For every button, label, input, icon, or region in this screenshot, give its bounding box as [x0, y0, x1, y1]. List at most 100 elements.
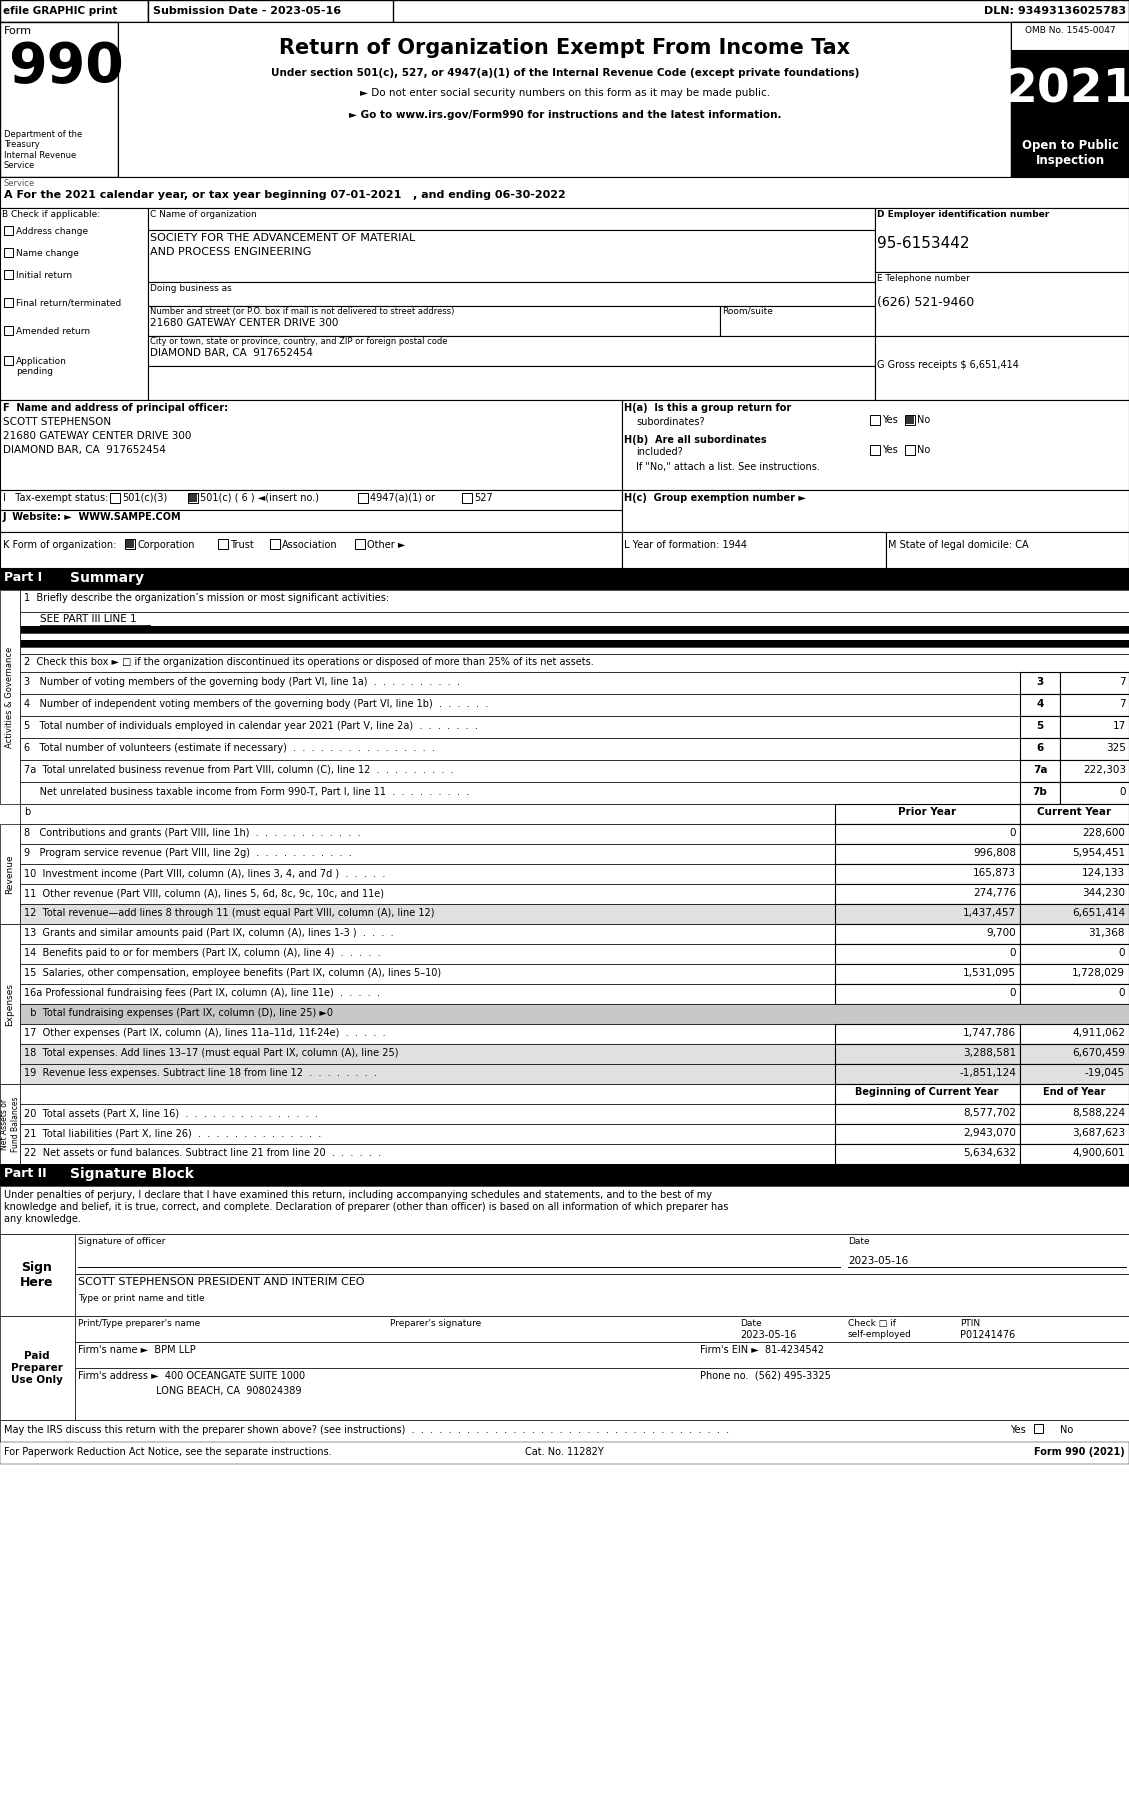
Bar: [20, 963, 1129, 983]
Text: G Gross receipts $ 6,651,414: G Gross receipts $ 6,651,414: [877, 359, 1018, 370]
Text: 1,437,457: 1,437,457: [963, 909, 1016, 918]
Text: any knowledge.: any knowledge.: [5, 1214, 81, 1224]
Text: 996,808: 996,808: [973, 847, 1016, 858]
Text: 13  Grants and similar amounts paid (Part IX, column (A), lines 1-3 )  .  .  .  : 13 Grants and similar amounts paid (Part…: [24, 929, 394, 938]
Text: Amended return: Amended return: [16, 327, 90, 336]
Text: Type or print name and title: Type or print name and title: [78, 1293, 204, 1302]
Text: 3: 3: [1036, 677, 1043, 688]
Bar: [20, 648, 1129, 655]
Text: City or town, state or province, country, and ZIP or foreign postal code: City or town, state or province, country…: [150, 337, 447, 346]
Bar: [1019, 844, 1129, 863]
Text: Paid
Preparer
Use Only: Paid Preparer Use Only: [11, 1351, 63, 1384]
Text: Form: Form: [5, 25, 32, 36]
Bar: [835, 1065, 1019, 1085]
Bar: [1019, 1045, 1129, 1065]
Text: Department of the
Treasury
Internal Revenue
Service: Department of the Treasury Internal Reve…: [5, 131, 82, 171]
Text: included?: included?: [636, 446, 683, 457]
Bar: [1019, 1125, 1129, 1145]
Bar: [0, 923, 20, 1085]
Bar: [835, 844, 1019, 863]
Bar: [20, 863, 1129, 883]
Text: 21  Total liabilities (Part X, line 26)  .  .  .  .  .  .  .  .  .  .  .  .  .  : 21 Total liabilities (Part X, line 26) .…: [24, 1128, 322, 1137]
Bar: [75, 1234, 1129, 1273]
Text: Sign
Here: Sign Here: [20, 1261, 54, 1290]
Text: 3,687,623: 3,687,623: [1071, 1128, 1124, 1137]
Text: 0: 0: [1009, 949, 1016, 958]
Text: 5,954,451: 5,954,451: [1071, 847, 1124, 858]
Text: Room/suite: Room/suite: [723, 307, 773, 316]
Bar: [835, 1023, 1019, 1045]
Bar: [0, 1420, 1129, 1442]
Bar: [148, 366, 875, 401]
Bar: [835, 863, 1019, 883]
Bar: [20, 717, 1129, 738]
Bar: [125, 539, 135, 550]
Text: Date: Date: [739, 1319, 762, 1328]
Bar: [1060, 717, 1129, 738]
Bar: [20, 1125, 1129, 1145]
Text: 0: 0: [1120, 787, 1126, 796]
Bar: [1019, 1065, 1129, 1085]
Bar: [1019, 863, 1129, 883]
Text: 20  Total assets (Part X, line 16)  .  .  .  .  .  .  .  .  .  .  .  .  .  .  .: 20 Total assets (Part X, line 16) . . . …: [24, 1108, 318, 1117]
Text: Phone no.  (562) 495-3325: Phone no. (562) 495-3325: [700, 1371, 831, 1380]
Bar: [905, 444, 914, 455]
Text: 501(c) ( 6 ) ◄(insert no.): 501(c) ( 6 ) ◄(insert no.): [200, 493, 320, 502]
Text: May the IRS discuss this return with the preparer shown above? (see instructions: May the IRS discuss this return with the…: [5, 1426, 729, 1435]
Text: 124,133: 124,133: [1082, 869, 1124, 878]
Text: Name change: Name change: [16, 249, 79, 258]
Bar: [110, 493, 120, 502]
Text: Under penalties of perjury, I declare that I have examined this return, includin: Under penalties of perjury, I declare th…: [5, 1190, 712, 1201]
Text: 0: 0: [1009, 827, 1016, 838]
Bar: [1010, 22, 1129, 178]
Bar: [20, 983, 1129, 1003]
Text: 222,303: 222,303: [1083, 766, 1126, 775]
Text: Firm's EIN ►  81-4234542: Firm's EIN ► 81-4234542: [700, 1344, 824, 1355]
Bar: [835, 963, 1019, 983]
Bar: [0, 0, 148, 22]
Text: Association: Association: [282, 541, 338, 550]
Text: Yes: Yes: [1010, 1426, 1026, 1435]
Text: 17: 17: [1113, 720, 1126, 731]
Text: 14  Benefits paid to or for members (Part IX, column (A), line 4)  .  .  .  .  .: 14 Benefits paid to or for members (Part…: [24, 949, 380, 958]
Bar: [0, 401, 622, 490]
Text: Part II: Part II: [5, 1166, 46, 1179]
Bar: [1019, 943, 1129, 963]
Bar: [20, 1045, 1129, 1065]
Bar: [5, 297, 14, 307]
Bar: [75, 1315, 1129, 1342]
Bar: [189, 493, 196, 502]
Bar: [0, 590, 20, 804]
Bar: [75, 1368, 1129, 1420]
Text: 7a  Total unrelated business revenue from Part VIII, column (C), line 12  .  .  : 7a Total unrelated business revenue from…: [24, 766, 454, 775]
Bar: [20, 804, 1129, 824]
Bar: [20, 883, 1129, 903]
Text: 95-6153442: 95-6153442: [877, 236, 970, 250]
Text: 1,728,029: 1,728,029: [1073, 969, 1124, 978]
Bar: [355, 539, 365, 550]
Text: Doing business as: Doing business as: [150, 285, 231, 294]
Text: Firm's address ►  400 OCEANGATE SUITE 1000: Firm's address ► 400 OCEANGATE SUITE 100…: [78, 1371, 305, 1380]
Bar: [835, 1045, 1019, 1065]
Text: M State of legal domicile: CA: M State of legal domicile: CA: [889, 541, 1029, 550]
Bar: [20, 1085, 1129, 1105]
Text: Net Assets or
Fund Balances: Net Assets or Fund Balances: [0, 1096, 19, 1152]
Text: 5: 5: [1036, 720, 1043, 731]
Text: 165,873: 165,873: [973, 869, 1016, 878]
Bar: [20, 738, 1129, 760]
Text: 4,900,601: 4,900,601: [1073, 1148, 1124, 1157]
Bar: [875, 272, 1129, 336]
Text: 21680 GATEWAY CENTER DRIVE 300: 21680 GATEWAY CENTER DRIVE 300: [3, 432, 192, 441]
Text: 11  Other revenue (Part VIII, column (A), lines 5, 6d, 8c, 9c, 10c, and 11e): 11 Other revenue (Part VIII, column (A),…: [24, 889, 384, 898]
Bar: [1019, 923, 1129, 943]
Bar: [20, 782, 1129, 804]
Bar: [1010, 131, 1129, 178]
Bar: [835, 943, 1019, 963]
Text: A For the 2021 calendar year, or tax year beginning 07-01-2021   , and ending 06: A For the 2021 calendar year, or tax yea…: [5, 190, 566, 200]
Text: subordinates?: subordinates?: [636, 417, 704, 426]
Text: 4,911,062: 4,911,062: [1073, 1029, 1124, 1038]
Text: Prior Year: Prior Year: [898, 807, 956, 816]
Text: E Telephone number: E Telephone number: [877, 274, 970, 283]
Bar: [835, 1125, 1019, 1145]
Text: (626) 521-9460: (626) 521-9460: [877, 296, 974, 308]
